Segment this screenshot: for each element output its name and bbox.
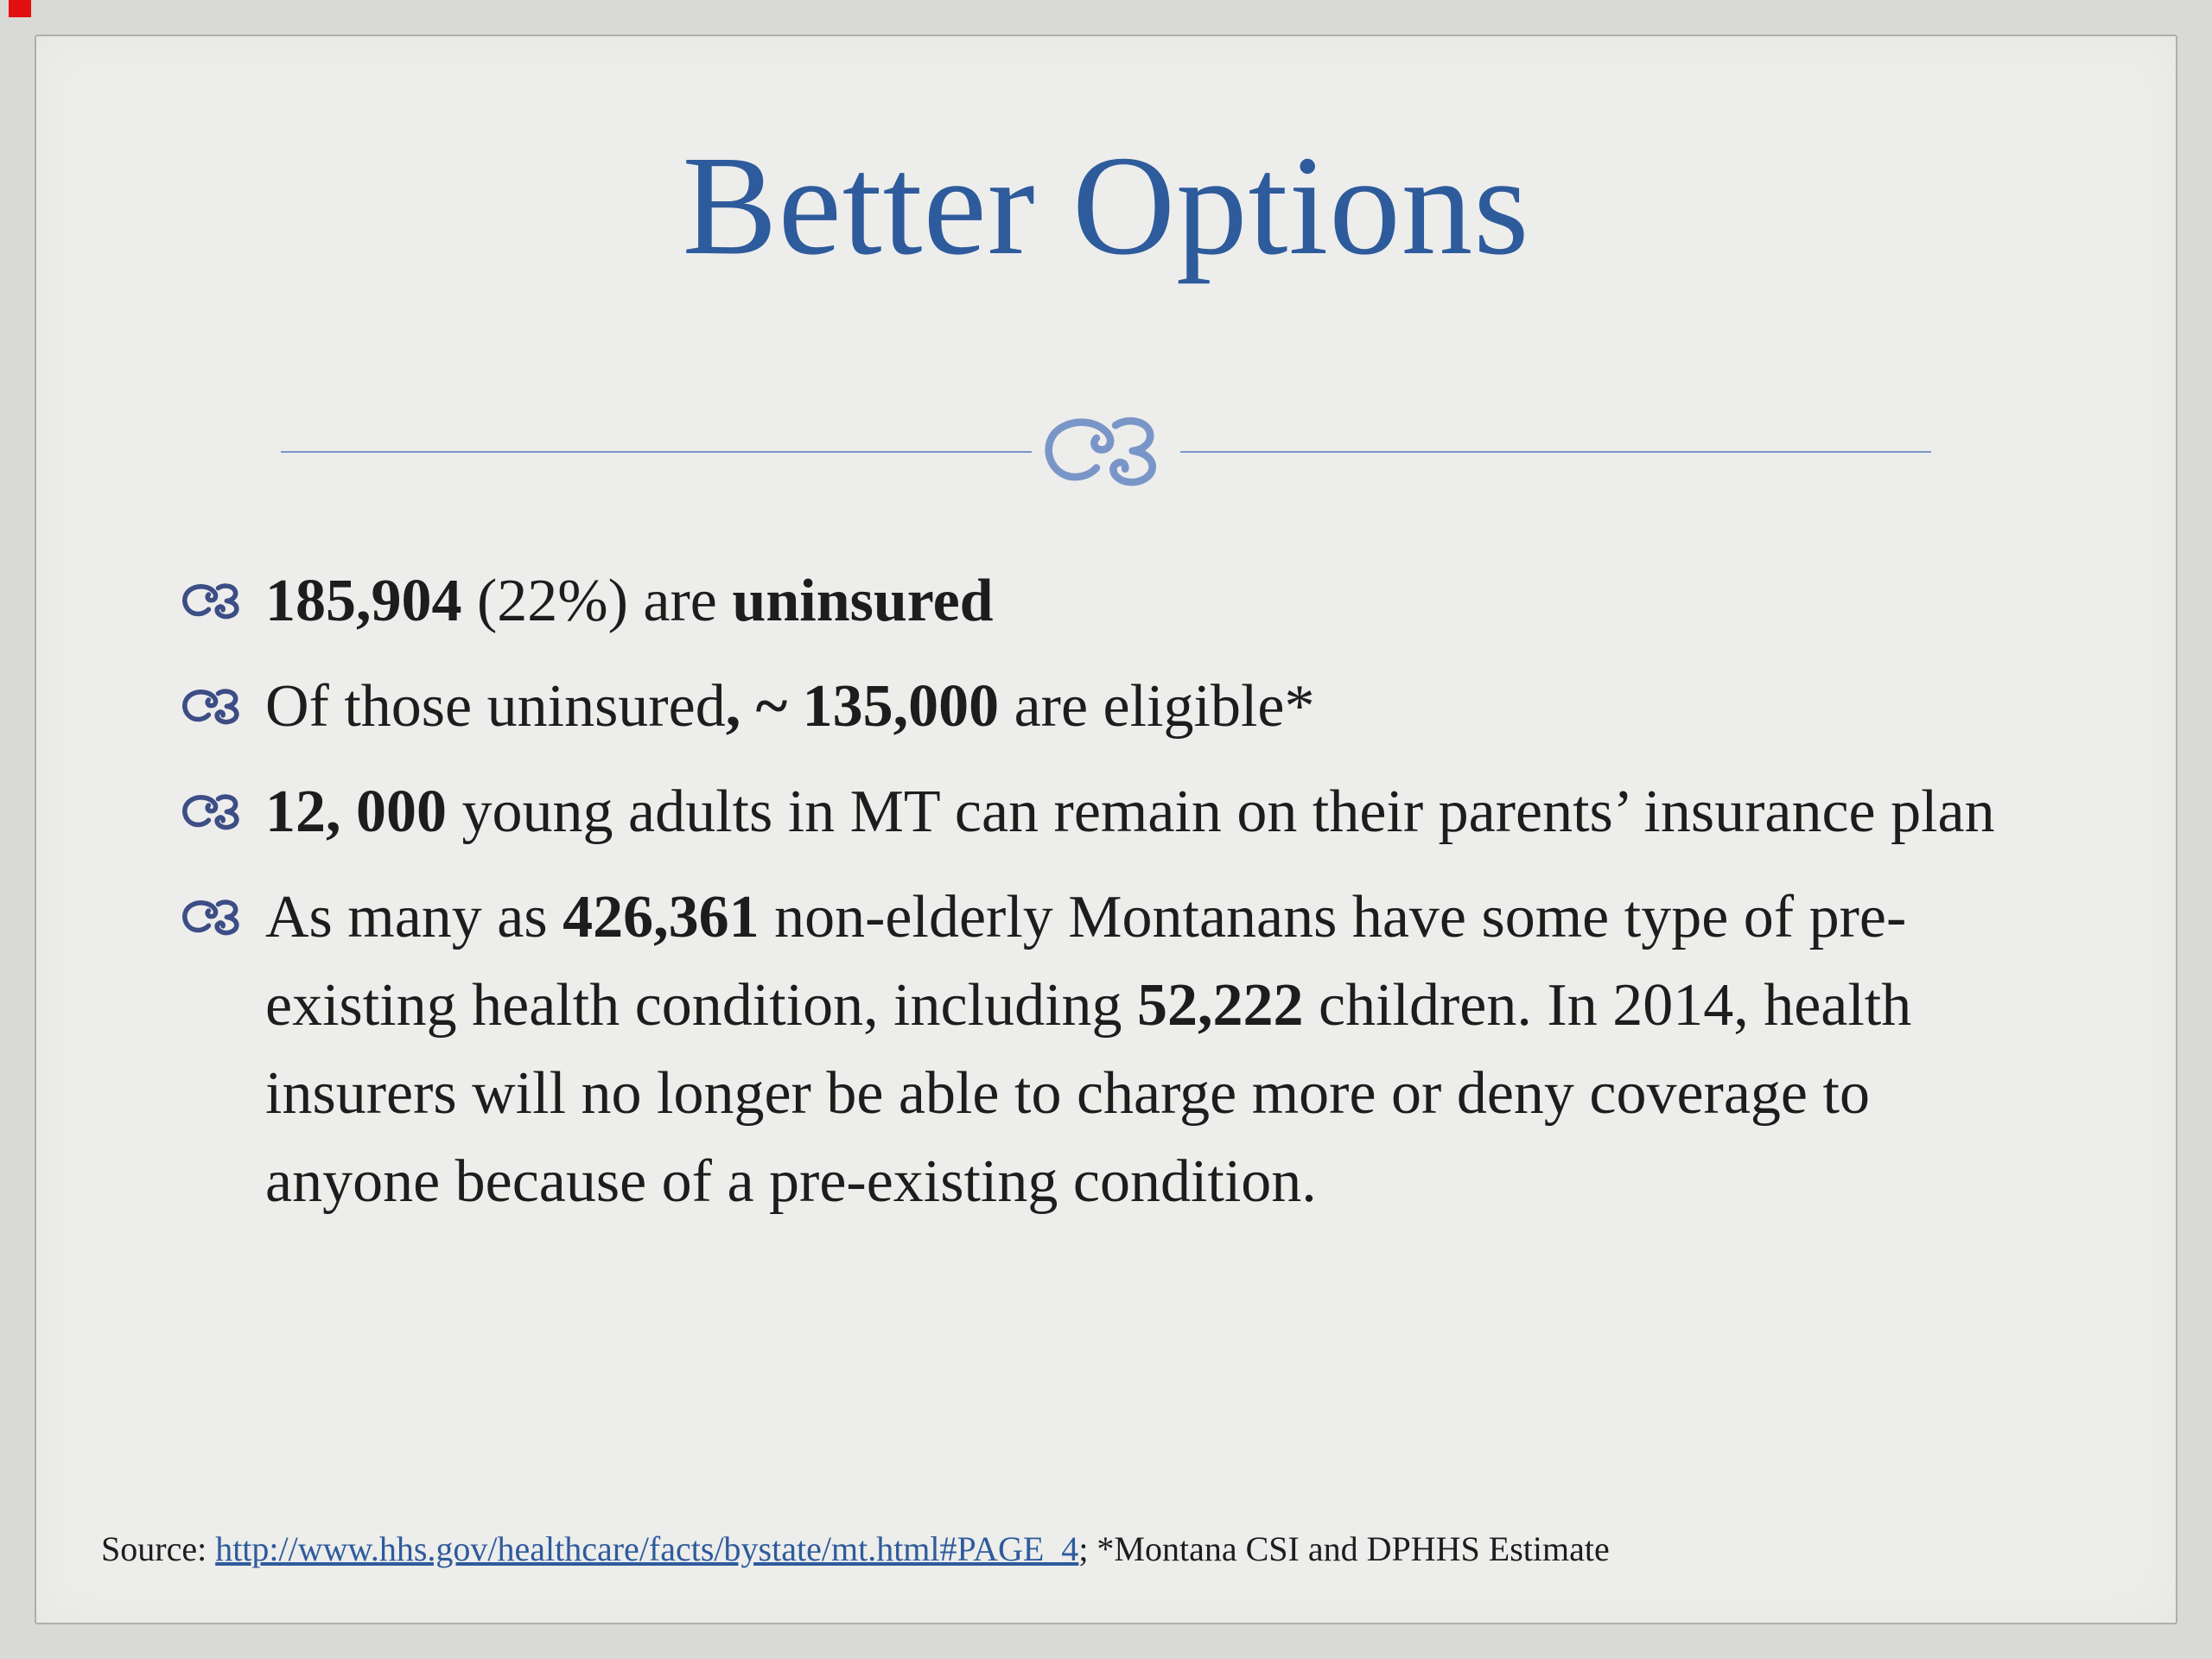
divider-line-right [1180,450,1931,453]
bullet-text: 12, 000 young adults in MT can remain on… [265,778,1995,845]
bullet-text: As many as 426,361 non-elderly Montanans… [265,883,1912,1215]
flourish-swirl-icon [1045,416,1156,486]
source-suffix: ; *Montana CSI and DPHHS Estimate [1078,1529,1610,1568]
divider-line-left [281,450,1032,453]
slide: Better Options 185,904 (22%) are uninsur… [35,35,2177,1624]
slide-title: Better Options [682,126,1530,284]
recording-artifact [9,0,31,17]
bullet-item: 12, 000 young adults in MT can remain on… [179,768,2012,856]
flourish-bullet-icon [182,793,239,830]
flourish-bullet-icon [182,688,239,724]
flourish-bullet-icon [182,582,239,619]
divider [281,414,1931,490]
source-link[interactable]: http://www.hhs.gov/healthcare/facts/byst… [215,1529,1079,1568]
bullet-text: Of those uninsured, ~ 135,000 are eligib… [265,672,1315,740]
bullet-text: 185,904 (22%) are uninsured [265,567,994,634]
bullet-list: 185,904 (22%) are uninsured Of those uni… [179,557,2012,1226]
source-prefix: Source: [101,1529,216,1568]
bullet-item: As many as 426,361 non-elderly Montanans… [179,874,2012,1226]
source-line: Source: http://www.hhs.gov/healthcare/fa… [101,1529,1610,1569]
bullet-item: 185,904 (22%) are uninsured [179,557,2012,645]
bullet-item: Of those uninsured, ~ 135,000 are eligib… [179,663,2012,751]
flourish-bullet-icon [182,899,239,935]
